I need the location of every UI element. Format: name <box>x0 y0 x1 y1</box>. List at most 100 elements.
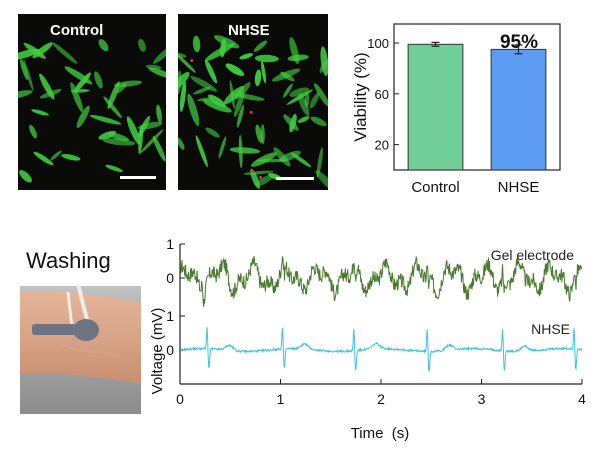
cell <box>315 170 328 190</box>
cell <box>192 35 201 53</box>
cell <box>289 87 309 97</box>
cell <box>94 71 103 89</box>
cell <box>107 81 120 110</box>
control-scale-bar <box>120 176 156 179</box>
ecg-series-gel-label: Gel electrode <box>491 247 574 263</box>
ecg-ytick-label: 1 <box>166 236 174 252</box>
cell <box>29 124 37 139</box>
cell <box>156 104 162 123</box>
ecg-series-nhse-label: NHSE <box>531 321 570 337</box>
cell <box>39 88 62 99</box>
cell <box>76 105 90 128</box>
bar-ytick-label: 100 <box>367 36 389 51</box>
cell <box>298 93 310 116</box>
ecg-ytick-label: 1 <box>166 308 174 324</box>
cell <box>178 53 196 73</box>
cell <box>309 92 320 109</box>
cell <box>218 136 227 159</box>
cell <box>20 58 29 81</box>
cell <box>50 150 62 161</box>
cell <box>238 134 243 169</box>
ecg-xtick-label: 4 <box>578 391 586 407</box>
cell <box>61 154 81 161</box>
cell <box>261 60 267 84</box>
cell <box>254 54 279 63</box>
bar-plot-frame <box>393 23 561 171</box>
ecg-xlabel: Time (s) <box>351 425 410 442</box>
dead-cell <box>250 170 254 174</box>
cell <box>205 127 220 138</box>
cell <box>229 147 261 154</box>
cell <box>178 52 187 58</box>
cell <box>73 72 91 93</box>
cell <box>203 99 232 113</box>
ecg-ylabel: Voltage (mV) <box>150 308 166 395</box>
wrist-electrode-illustration <box>20 244 141 414</box>
cell <box>225 63 245 76</box>
cell <box>253 40 268 52</box>
cell <box>297 116 310 123</box>
cell <box>138 124 144 155</box>
cell <box>236 104 244 128</box>
cell <box>234 82 251 100</box>
cell <box>138 38 146 52</box>
bar-category-label: Control <box>411 179 459 196</box>
ecg-xtick-label: 1 <box>277 391 285 407</box>
cell <box>280 71 295 82</box>
cell <box>178 137 185 150</box>
dead-cell <box>190 59 194 63</box>
cell <box>23 42 46 59</box>
cell <box>137 121 163 130</box>
ecg-trace-gel-electrode <box>179 255 583 307</box>
nhse-micrograph: NHSE <box>178 14 328 190</box>
cell <box>254 174 274 187</box>
cell <box>320 46 328 77</box>
dead-cell <box>249 110 253 114</box>
viability-bar-chart: 20 60 100 Control NHSE Viability (%) 95% <box>351 23 561 196</box>
cell <box>195 135 208 168</box>
bar-ytick-label: 60 <box>375 87 389 102</box>
cell <box>205 43 235 61</box>
cell <box>98 39 109 52</box>
ecg-line-chart: 0 1 2 3 4 1 0 1 0 Voltage (mV) Time (s) Gel elec… <box>150 236 586 442</box>
cell <box>140 129 164 154</box>
ecg-trace-nhse <box>179 327 583 372</box>
cell <box>153 136 166 162</box>
cell <box>31 109 49 116</box>
washing-photo: Washing <box>20 244 141 414</box>
cell <box>304 92 310 108</box>
cell <box>204 59 217 84</box>
ecg-xtick-label: 3 <box>478 391 486 407</box>
cell <box>18 90 33 99</box>
nhse-cells-image <box>178 35 328 190</box>
bar-category-label: NHSE <box>498 179 540 196</box>
cell <box>287 54 309 62</box>
cell <box>89 114 122 125</box>
cell <box>187 93 200 127</box>
ecg-ytick-label: 0 <box>166 270 174 286</box>
ecg-xtick-label: 2 <box>377 391 385 407</box>
bar-control <box>407 43 464 171</box>
cell <box>239 53 253 60</box>
bar-nhse <box>490 48 547 171</box>
cell <box>107 132 130 142</box>
bar-chart-ylabel: Viability (%) <box>351 52 370 141</box>
cell <box>126 116 141 145</box>
ecg-xtick-label: 0 <box>176 391 184 407</box>
cell <box>105 164 123 173</box>
cell <box>148 67 166 79</box>
cell <box>103 96 122 119</box>
cell <box>273 147 291 167</box>
cell <box>19 170 32 183</box>
nhse-scale-bar <box>276 177 314 180</box>
cell <box>254 69 262 87</box>
cell <box>114 80 143 88</box>
cell <box>316 147 323 178</box>
cell <box>314 83 328 107</box>
cell <box>283 83 293 98</box>
cell <box>152 43 166 64</box>
cell <box>208 94 226 108</box>
electrode-pad <box>73 319 99 341</box>
control-micrograph: Control <box>18 14 166 190</box>
control-cells-image <box>18 38 166 183</box>
